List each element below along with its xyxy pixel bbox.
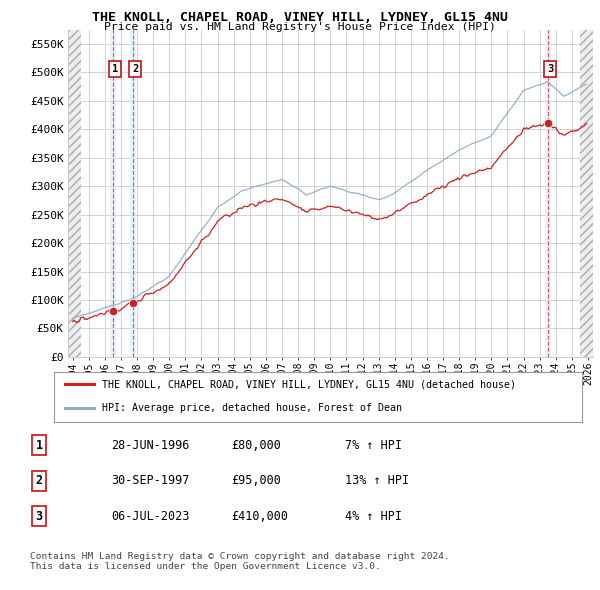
Text: Contains HM Land Registry data © Crown copyright and database right 2024.
This d: Contains HM Land Registry data © Crown c… xyxy=(30,552,450,571)
Text: £95,000: £95,000 xyxy=(231,474,281,487)
Bar xyxy=(110,30,116,357)
Text: 2: 2 xyxy=(35,474,43,487)
Text: 4% ↑ HPI: 4% ↑ HPI xyxy=(345,510,402,523)
Text: 28-JUN-1996: 28-JUN-1996 xyxy=(111,439,190,452)
Text: THE KNOLL, CHAPEL ROAD, VINEY HILL, LYDNEY, GL15 4NU: THE KNOLL, CHAPEL ROAD, VINEY HILL, LYDN… xyxy=(92,11,508,24)
Text: 3: 3 xyxy=(547,64,553,74)
Text: 3: 3 xyxy=(35,510,43,523)
Text: THE KNOLL, CHAPEL ROAD, VINEY HILL, LYDNEY, GL15 4NU (detached house): THE KNOLL, CHAPEL ROAD, VINEY HILL, LYDN… xyxy=(101,379,515,389)
Bar xyxy=(545,30,551,357)
Text: £80,000: £80,000 xyxy=(231,439,281,452)
Text: 1: 1 xyxy=(112,64,118,74)
Text: 06-JUL-2023: 06-JUL-2023 xyxy=(111,510,190,523)
Bar xyxy=(580,30,593,357)
Text: £410,000: £410,000 xyxy=(231,510,288,523)
Text: 2: 2 xyxy=(132,64,139,74)
Text: 13% ↑ HPI: 13% ↑ HPI xyxy=(345,474,409,487)
Text: 1: 1 xyxy=(35,439,43,452)
Text: HPI: Average price, detached house, Forest of Dean: HPI: Average price, detached house, Fore… xyxy=(101,404,401,414)
Bar xyxy=(68,30,80,357)
Text: Price paid vs. HM Land Registry's House Price Index (HPI): Price paid vs. HM Land Registry's House … xyxy=(104,22,496,32)
Bar xyxy=(130,30,136,357)
Text: 7% ↑ HPI: 7% ↑ HPI xyxy=(345,439,402,452)
Text: 30-SEP-1997: 30-SEP-1997 xyxy=(111,474,190,487)
